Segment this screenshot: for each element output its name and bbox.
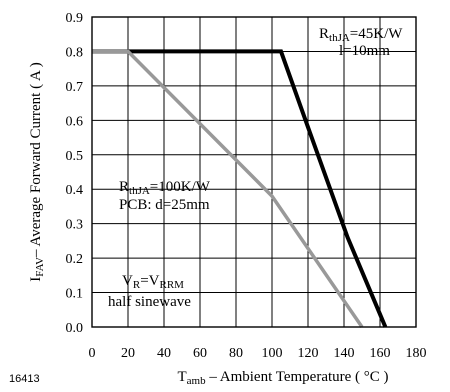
- series-line-100kw: [92, 49, 364, 328]
- y-tick-label: 0.4: [66, 183, 84, 198]
- x-tick-label: 180: [406, 346, 427, 361]
- y-tick-label: 0.0: [66, 321, 84, 336]
- x-tick-label: 20: [121, 346, 135, 361]
- annotation-lead-length: l=10mm: [339, 43, 390, 59]
- annotation-rthja-45: RthJA=45K/W: [319, 26, 403, 44]
- plot-frame: [91, 16, 417, 328]
- y-tick-labels: 0.0 0.1 0.2 0.3 0.4 0.5 0.6 0.7 0.8 0.9: [66, 11, 84, 336]
- x-tick-label: 60: [193, 346, 207, 361]
- x-tick-label: 80: [229, 346, 243, 361]
- y-tick-label: 0.7: [66, 80, 84, 95]
- x-tick-label: 40: [157, 346, 171, 361]
- x-tick-label: 120: [298, 346, 319, 361]
- y-tick-label: 0.6: [66, 114, 84, 129]
- x-tick-label: 100: [262, 346, 283, 361]
- y-tick-label: 0.5: [66, 149, 84, 164]
- y-axis-title: IFAV– Average Forward Current ( A ): [28, 62, 46, 281]
- annotation-rthja-100: RthJA=100K/W: [119, 179, 211, 197]
- x-axis-title: Tamb – Ambient Temperature ( °C ): [177, 369, 388, 387]
- y-tick-label: 0.8: [66, 45, 84, 60]
- x-tick-label: 0: [89, 346, 96, 361]
- series-lines: [92, 49, 388, 328]
- x-tick-label: 160: [370, 346, 391, 361]
- annotation-pcb: PCB: d=25mm: [119, 197, 210, 213]
- figure-id: 16413: [9, 373, 40, 385]
- x-tick-labels: 0 20 40 60 80 100 120 140 160 180: [89, 346, 427, 361]
- annotation-vr-vrrm: VR=VRRM: [122, 273, 184, 291]
- annotation-half-sinewave: half sinewave: [108, 294, 191, 310]
- series-line-45kw: [92, 49, 388, 328]
- y-tick-label: 0.1: [66, 287, 84, 302]
- y-tick-label: 0.9: [66, 11, 84, 26]
- y-tick-label: 0.2: [66, 252, 84, 267]
- y-tick-label: 0.3: [66, 218, 84, 233]
- x-tick-label: 140: [334, 346, 355, 361]
